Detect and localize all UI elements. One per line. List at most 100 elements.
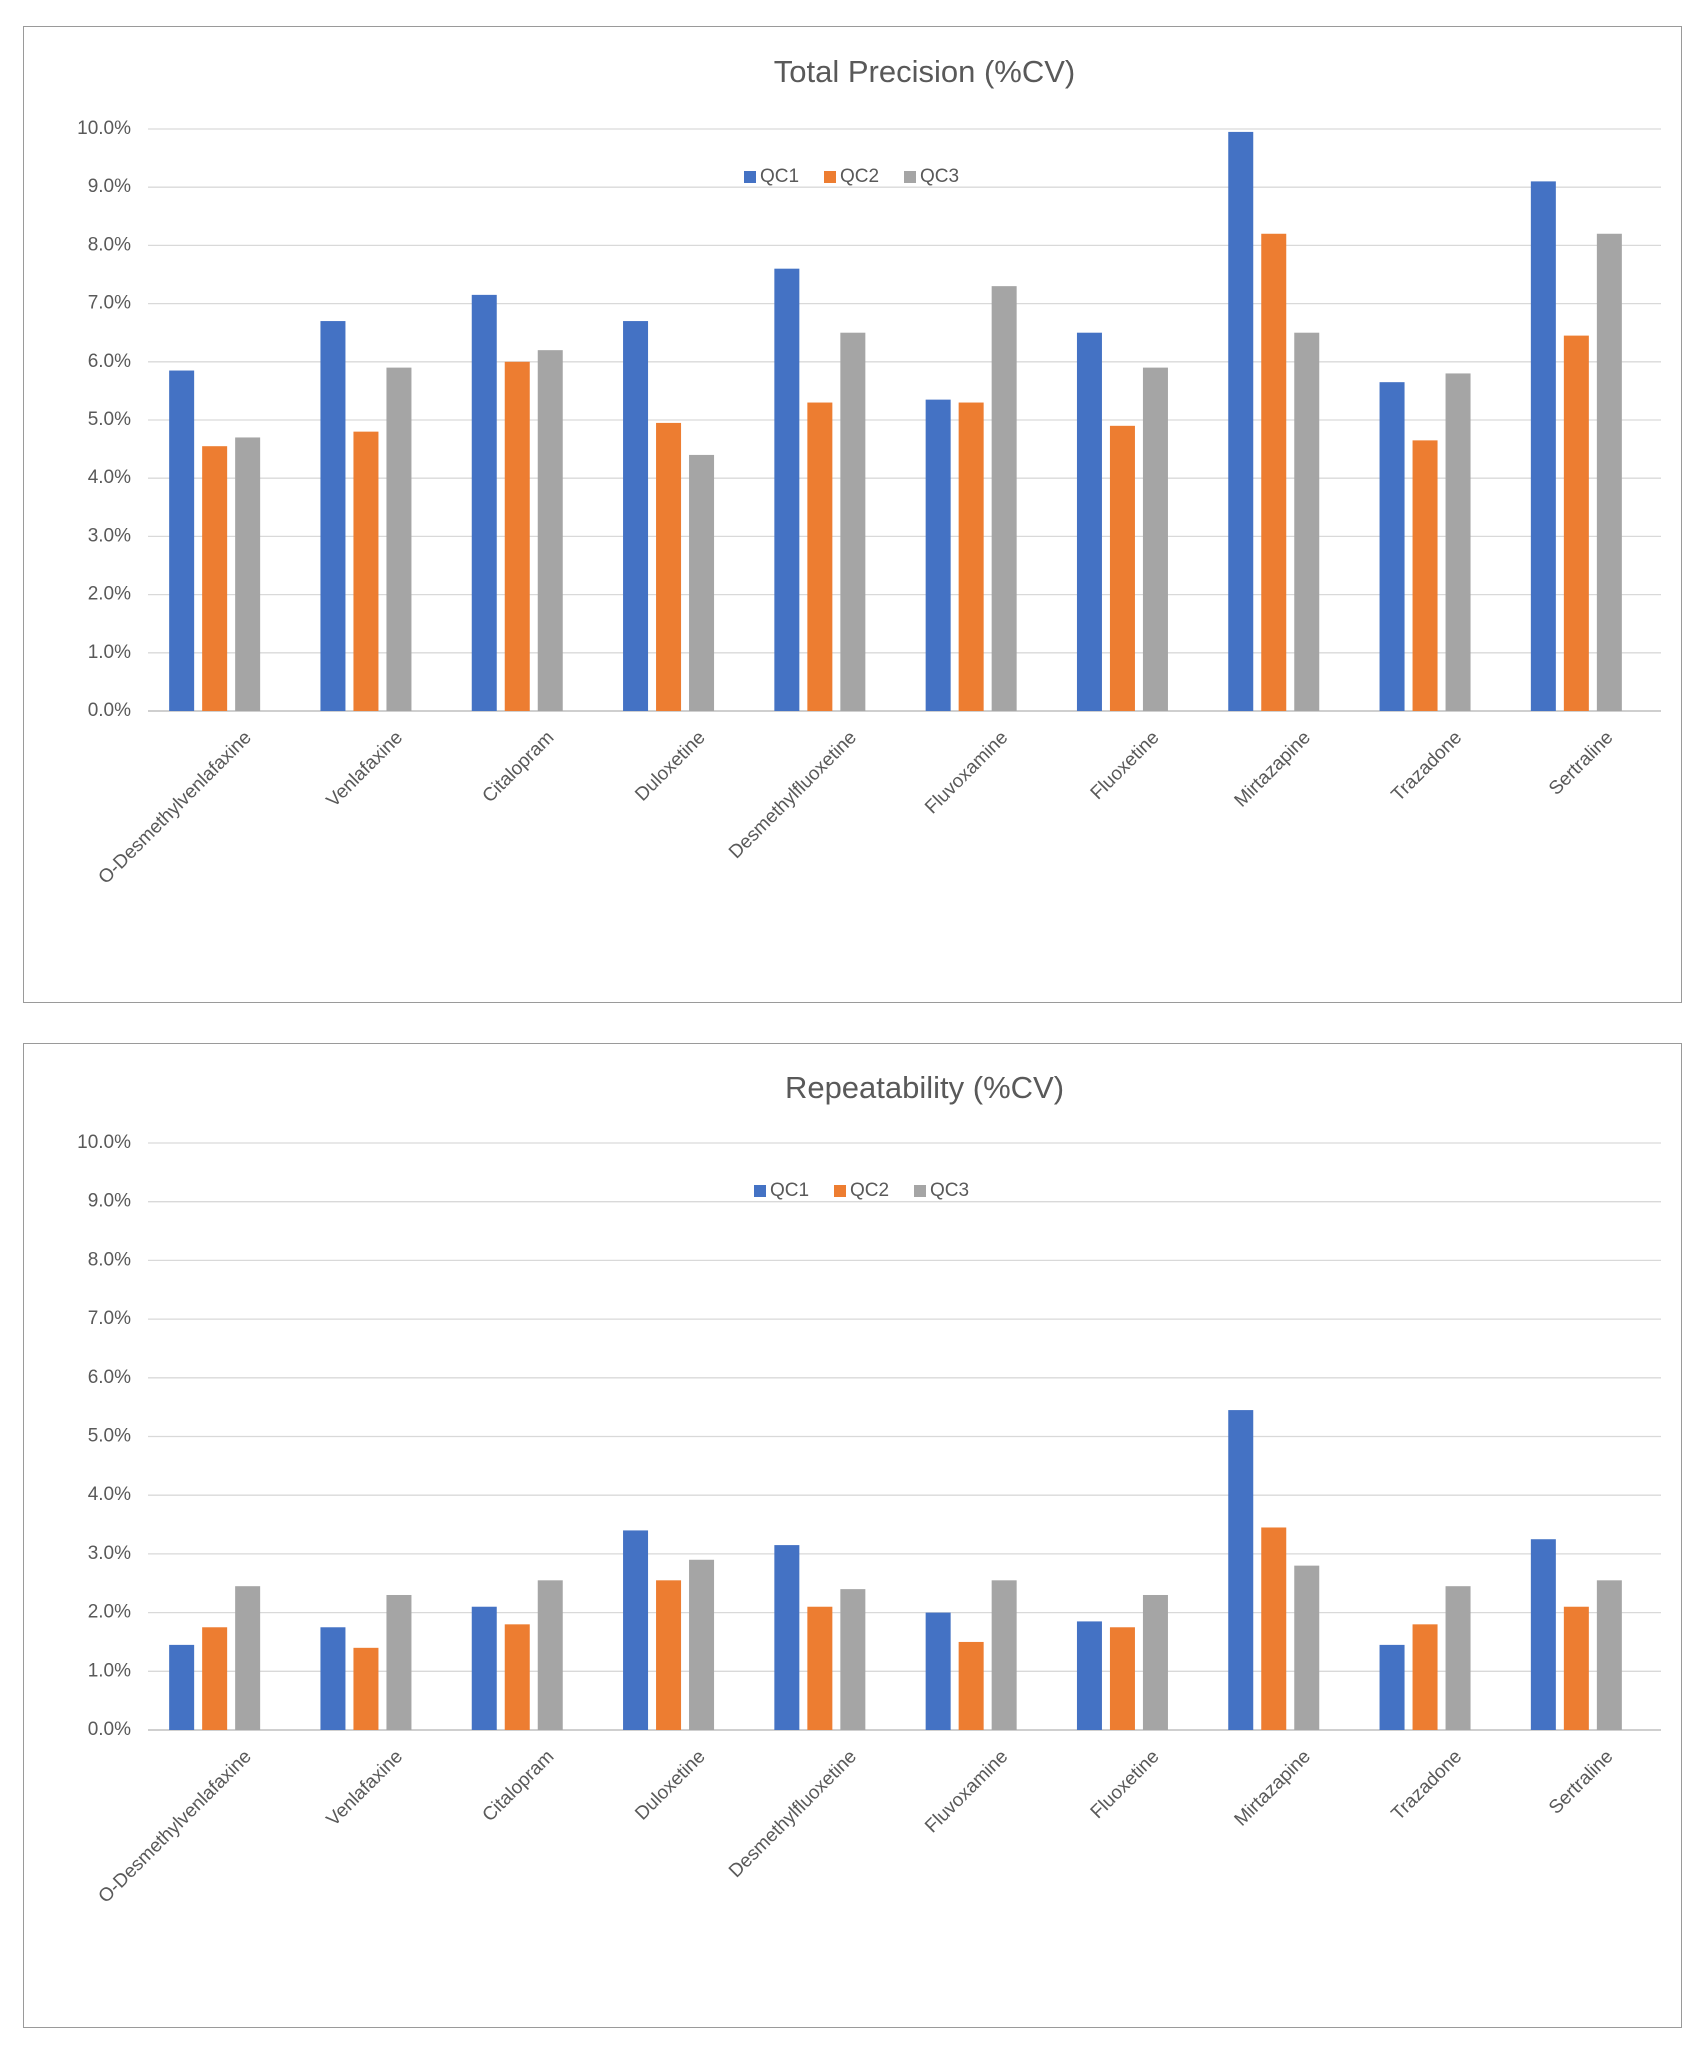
- bar-qc2-fluvoxamine: [958, 1641, 984, 1730]
- bar-qc3-trazadone: [1445, 373, 1471, 711]
- bar-qc3-mirtazapine: [1294, 1565, 1320, 1730]
- y-tick-label: 5.0%: [88, 409, 131, 430]
- bar-qc1-duloxetine: [623, 1530, 649, 1730]
- bar-qc3-o-desmethylvenlafaxine: [235, 437, 261, 711]
- x-tick-label: O-Desmethylvenlafaxine: [95, 1746, 256, 1907]
- bar-qc3-venlafaxine: [386, 1594, 412, 1730]
- bar-qc2-duloxetine: [656, 1580, 682, 1730]
- bar-qc2-venlafaxine: [353, 431, 379, 711]
- bar-qc1-venlafaxine: [320, 321, 346, 711]
- bar-qc3-o-desmethylvenlafaxine: [235, 1586, 261, 1730]
- bar-qc3-sertraline: [1596, 1580, 1622, 1730]
- y-tick-label: 7.0%: [88, 293, 131, 314]
- y-tick-label: 1.0%: [88, 642, 131, 663]
- y-tick-label: 7.0%: [88, 1308, 131, 1329]
- chart-title: Total Precision (%CV): [774, 54, 1075, 89]
- legend-swatch-qc3: [904, 171, 916, 183]
- x-tick-label: O-Desmethylvenlafaxine: [95, 727, 256, 888]
- bar-qc1-sertraline: [1530, 181, 1556, 711]
- bar-qc2-citalopram: [504, 361, 530, 711]
- bar-qc1-fluvoxamine: [925, 399, 951, 711]
- x-tick-label: Citalopram: [479, 727, 559, 807]
- y-tick-label: 2.0%: [88, 584, 131, 605]
- x-tick-label: Mirtazapine: [1231, 1746, 1315, 1830]
- bar-qc3-venlafaxine: [386, 367, 412, 711]
- y-tick-label: 3.0%: [88, 525, 131, 546]
- chart-svg-total-precision: Total Precision (%CV) 0.0% 1.0% 2.0% 3.0% 4.0…: [77, 54, 1661, 888]
- bar-qc3-desmethylfluoxetine: [840, 332, 866, 711]
- x-tick-label: Sertraline: [1545, 727, 1617, 799]
- y-tick-label: 0.0%: [88, 1719, 131, 1740]
- x-tick-label: Citalopram: [479, 1746, 559, 1826]
- x-tick-label: Fluvoxamine: [921, 727, 1012, 818]
- bar-qc1-duloxetine: [623, 321, 649, 711]
- x-tick-label: Trazadone: [1388, 1746, 1467, 1825]
- bar-qc3-duloxetine: [689, 454, 715, 711]
- y-tick-label: 3.0%: [88, 1543, 131, 1564]
- y-tick-label: 10.0%: [77, 1132, 131, 1153]
- bar-qc1-citalopram: [471, 294, 497, 711]
- y-tick-label: 1.0%: [88, 1660, 131, 1681]
- bar-qc3-trazadone: [1445, 1586, 1471, 1730]
- legend-label-qc1: QC1: [760, 166, 799, 187]
- bar-qc2-mirtazapine: [1261, 1527, 1287, 1730]
- bar-qc1-desmethylfluoxetine: [774, 268, 800, 711]
- bar-qc1-fluvoxamine: [925, 1612, 951, 1730]
- bar-qc2-citalopram: [504, 1624, 530, 1730]
- bar-qc1-desmethylfluoxetine: [774, 1545, 800, 1730]
- legend-swatch-qc2: [834, 1185, 846, 1197]
- bar-qc3-citalopram: [537, 350, 563, 711]
- legend-swatch-qc1: [754, 1185, 766, 1197]
- y-tick-label: 4.0%: [88, 467, 131, 488]
- bar-qc3-duloxetine: [689, 1559, 715, 1730]
- bar-qc3-sertraline: [1596, 233, 1622, 711]
- bar-qc3-desmethylfluoxetine: [840, 1589, 866, 1730]
- bar-qc1-citalopram: [471, 1606, 497, 1730]
- bar-qc3-citalopram: [537, 1580, 563, 1730]
- bar-qc2-trazadone: [1412, 440, 1438, 711]
- legend-label-qc2: QC2: [850, 1180, 889, 1201]
- x-tick-label: Desmethylfluoxetine: [725, 1746, 861, 1882]
- x-tick-label: Desmethylfluoxetine: [725, 727, 861, 863]
- y-tick-label: 9.0%: [88, 176, 131, 197]
- bar-qc1-fluoxetine: [1076, 1621, 1102, 1730]
- bar-qc2-mirtazapine: [1261, 233, 1287, 711]
- x-tick-label: Venlafaxine: [323, 727, 407, 811]
- bar-qc2-sertraline: [1563, 335, 1589, 711]
- y-tick-label: 6.0%: [88, 1367, 131, 1388]
- bar-qc1-o-desmethylvenlafaxine: [169, 370, 195, 711]
- chart-title: Repeatability (%CV): [785, 1070, 1064, 1105]
- bar-qc3-fluoxetine: [1142, 1594, 1168, 1730]
- x-tick-label: Duloxetine: [631, 727, 709, 805]
- bar-qc1-trazadone: [1379, 1644, 1405, 1730]
- y-tick-label: 8.0%: [88, 234, 131, 255]
- y-tick-label: 4.0%: [88, 1484, 131, 1505]
- bar-qc2-fluoxetine: [1109, 1627, 1135, 1730]
- y-tick-label: 9.0%: [88, 1191, 131, 1212]
- bar-qc2-fluoxetine: [1109, 425, 1135, 711]
- x-tick-label: Duloxetine: [631, 1746, 709, 1824]
- y-tick-label: 0.0%: [88, 700, 131, 721]
- bar-qc2-venlafaxine: [353, 1647, 379, 1730]
- y-tick-label: 10.0%: [77, 118, 131, 139]
- y-tick-label: 6.0%: [88, 351, 131, 372]
- bar-qc1-sertraline: [1530, 1539, 1556, 1730]
- bar-qc1-mirtazapine: [1228, 131, 1254, 711]
- bar-qc3-fluvoxamine: [991, 1580, 1017, 1730]
- x-tick-label: Trazadone: [1388, 727, 1467, 806]
- y-tick-label: 2.0%: [88, 1602, 131, 1623]
- bar-qc3-mirtazapine: [1294, 332, 1320, 711]
- bar-qc1-fluoxetine: [1076, 332, 1102, 711]
- chart-svg-repeatability: Repeatability (%CV) 0.0% 1.0% 2.0% 3.0% 4.0% 5…: [77, 1070, 1661, 1907]
- legend-swatch-qc2: [824, 171, 836, 183]
- legend-label-qc3: QC3: [930, 1180, 969, 1201]
- x-tick-label: Fluoxetine: [1087, 1746, 1164, 1823]
- legend-label-qc1: QC1: [770, 1180, 809, 1201]
- bar-qc3-fluoxetine: [1142, 367, 1168, 711]
- x-tick-label: Fluoxetine: [1087, 727, 1164, 804]
- legend-label-qc2: QC2: [840, 166, 879, 187]
- chart-panel-total-precision: Total Precision (%CV) 0.0% 1.0% 2.0% 3.0% 4.0…: [23, 26, 1682, 1003]
- bar-qc1-mirtazapine: [1228, 1410, 1254, 1730]
- bar-qc2-duloxetine: [656, 422, 682, 711]
- legend-swatch-qc3: [914, 1185, 926, 1197]
